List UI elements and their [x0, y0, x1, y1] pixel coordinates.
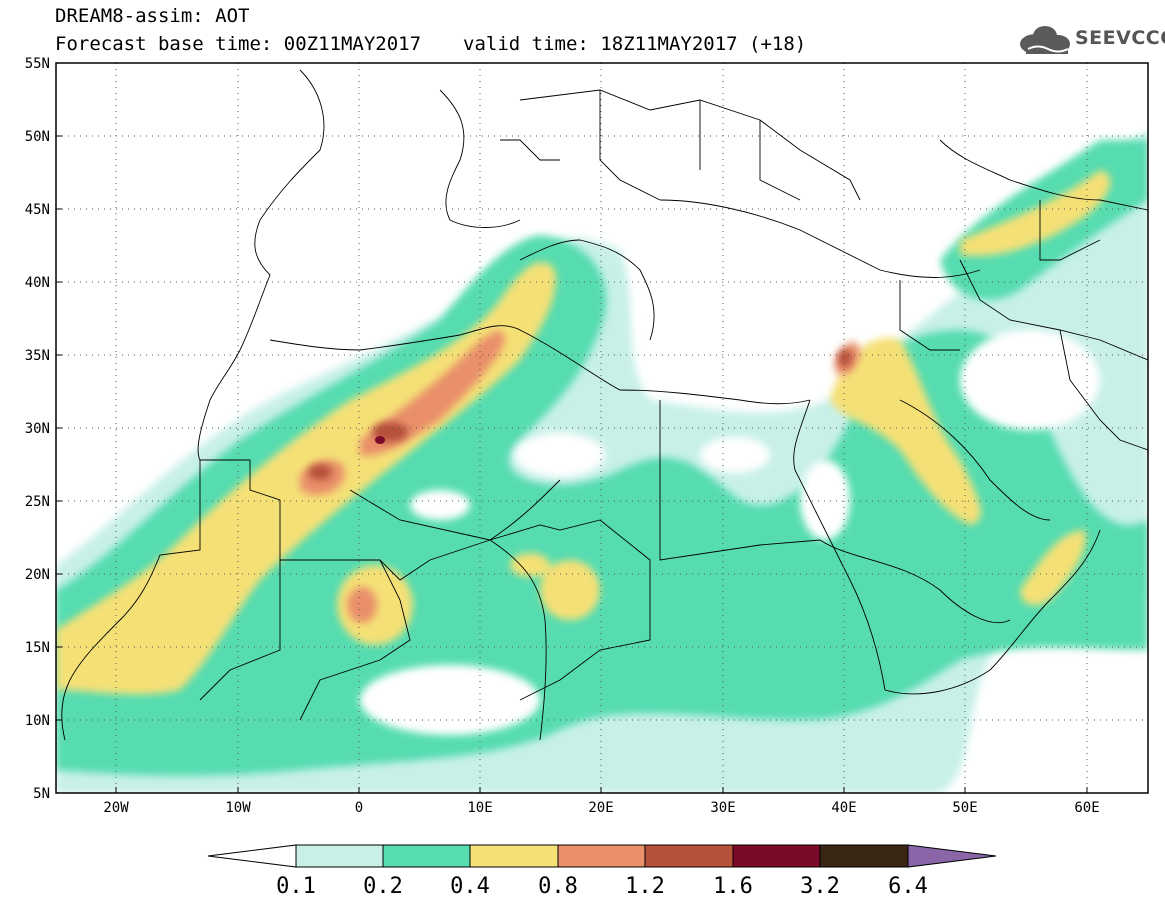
lon-label: 50E [952, 800, 977, 816]
colorbar [207, 844, 997, 868]
lon-label: 40E [831, 800, 856, 816]
lat-label: 50N [25, 129, 50, 145]
lat-label: 55N [25, 56, 50, 72]
lon-label: 10W [225, 800, 251, 816]
graticule [56, 63, 1148, 793]
map-title: DREAM8-assim: AOT [55, 5, 250, 27]
lat-label: 15N [25, 640, 50, 656]
axis-ticks [56, 62, 1088, 793]
lat-label: 30N [25, 421, 50, 437]
colorbar-label: 3.2 [800, 874, 840, 899]
lat-label: 5N [33, 786, 50, 802]
forecast-time-line: Forecast base time: 00Z11MAY2017 valid ti… [55, 34, 806, 54]
lat-label: 45N [25, 202, 50, 218]
colorbar-swatch [557, 844, 646, 868]
colorbar-swatch [295, 844, 384, 868]
lat-label: 25N [25, 494, 50, 510]
lat-label: 40N [25, 275, 50, 291]
colorbar-label: 0.2 [363, 874, 403, 899]
colorbar-label: 6.4 [888, 874, 928, 899]
lon-label: 20E [588, 800, 613, 816]
lon-label: 60E [1074, 800, 1099, 816]
lon-label: 30E [710, 800, 735, 816]
longitude-labels: 20W 10W 0 10E 20E 30E 40E 50E 60E [103, 800, 1099, 816]
latitude-labels: 55N 50N 45N 40N 35N 30N 25N 20N 15N 10N … [25, 56, 50, 802]
lat-label: 35N [25, 348, 50, 364]
lon-label: 0 [355, 800, 363, 816]
colorbar-arrow-right [907, 844, 997, 868]
base-time: Forecast base time: 00Z11MAY2017 [55, 33, 422, 55]
colorbar-label: 1.6 [713, 874, 753, 899]
colorbar-arrow-left [207, 844, 297, 868]
seevccc-logo [1020, 26, 1070, 54]
lon-label: 10E [467, 800, 492, 816]
colorbar-swatch [469, 844, 559, 868]
colorbar-labels: 0.1 0.2 0.4 0.8 1.2 1.6 3.2 6.4 [276, 874, 928, 899]
aot-field [56, 63, 1148, 793]
cloud-icon [1020, 26, 1070, 54]
valid-time: valid time: 18Z11MAY2017 (+18) [463, 33, 807, 55]
colorbar-swatch [382, 844, 471, 868]
lon-label: 20W [103, 800, 129, 816]
colorbar-label: 0.1 [276, 874, 316, 899]
lat-label: 10N [25, 713, 50, 729]
coastlines [61, 69, 1148, 741]
colorbar-swatch [644, 844, 734, 868]
colorbar-label: 1.2 [625, 874, 665, 899]
logo-text: SEEVCCC [1075, 27, 1165, 49]
colorbar-label: 0.4 [450, 874, 490, 899]
lat-label: 20N [25, 567, 50, 583]
colorbar-swatch [819, 844, 909, 868]
colorbar-label: 0.8 [538, 874, 578, 899]
colorbar-swatch [732, 844, 821, 868]
